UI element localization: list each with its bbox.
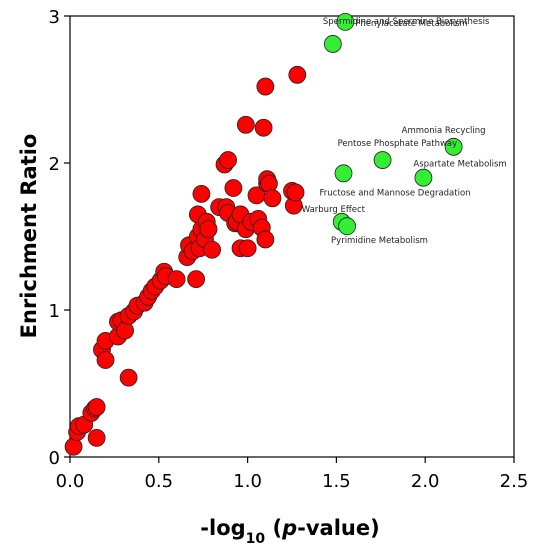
x-tick-label: 2.0: [411, 471, 440, 492]
x-axis-title: -log10 (p-value): [200, 516, 379, 547]
red-data-point: [236, 115, 255, 134]
green-data-point: [414, 168, 433, 187]
red-data-point: [192, 184, 211, 203]
point-annotation: Pyrimidine Metabolism: [331, 236, 428, 246]
point-annotation: Phenylacetate Metabolism: [355, 19, 468, 29]
point-annotation: Pentose Phosphate Pathway: [338, 139, 458, 149]
x-tick-label: 0.5: [144, 471, 173, 492]
red-data-point: [224, 179, 243, 197]
x-tick-label: 0.0: [56, 471, 85, 492]
x-tick-label: 1.0: [233, 471, 262, 492]
point-annotation: Spermidine and Spermine Biosynthesis: [323, 17, 490, 27]
red-data-point: [187, 270, 205, 289]
green-data-point: [323, 35, 342, 53]
red-data-point: [167, 270, 186, 289]
y-tick-label: 0: [49, 448, 60, 469]
red-data-point: [256, 77, 275, 96]
green-data-point: [338, 217, 356, 236]
red-data-point: [254, 118, 273, 137]
y-tick-label: 1: [49, 301, 60, 322]
red-data-point: [286, 183, 305, 202]
green-data-point: [373, 151, 392, 169]
red-data-point: [203, 240, 221, 259]
y-tick-label: 2: [49, 154, 60, 175]
red-data-point: [199, 220, 218, 239]
point-annotation: Warburg Effect: [302, 205, 366, 215]
plot-frame: [69, 15, 515, 458]
y-axis-title: Enrichment Ratio: [17, 134, 41, 339]
point-annotation: Ammonia Recycling: [402, 126, 486, 136]
green-data-point: [334, 164, 353, 183]
red-data-point: [64, 437, 83, 456]
green-data-point: [444, 137, 463, 156]
red-data-point: [263, 189, 282, 208]
x-tick-label: 1.5: [322, 471, 351, 492]
red-data-point: [119, 368, 138, 387]
red-data-point: [96, 351, 115, 369]
red-data-point: [219, 151, 237, 169]
axis-ticks: 0.0 0.5 1.0 1.5 2.0 2.5 0 1 2 3: [49, 7, 529, 492]
plot-border: [69, 15, 515, 458]
x-tick-label: 2.5: [500, 471, 529, 492]
red-data-point: [87, 398, 106, 416]
red-data-point: [256, 230, 275, 249]
red-data-point: [288, 65, 307, 84]
red-data-point: [238, 239, 257, 258]
red-data-point: [116, 321, 134, 340]
red-data-point: [260, 174, 278, 193]
green-data-point: [336, 12, 355, 31]
point-annotation: Fructose and Mannose Degradation: [320, 188, 471, 198]
y-tick-label: 3: [49, 7, 60, 28]
data-points: [64, 12, 463, 456]
red-data-point: [87, 428, 106, 447]
point-annotation: Aspartate Metabolism: [413, 160, 506, 170]
